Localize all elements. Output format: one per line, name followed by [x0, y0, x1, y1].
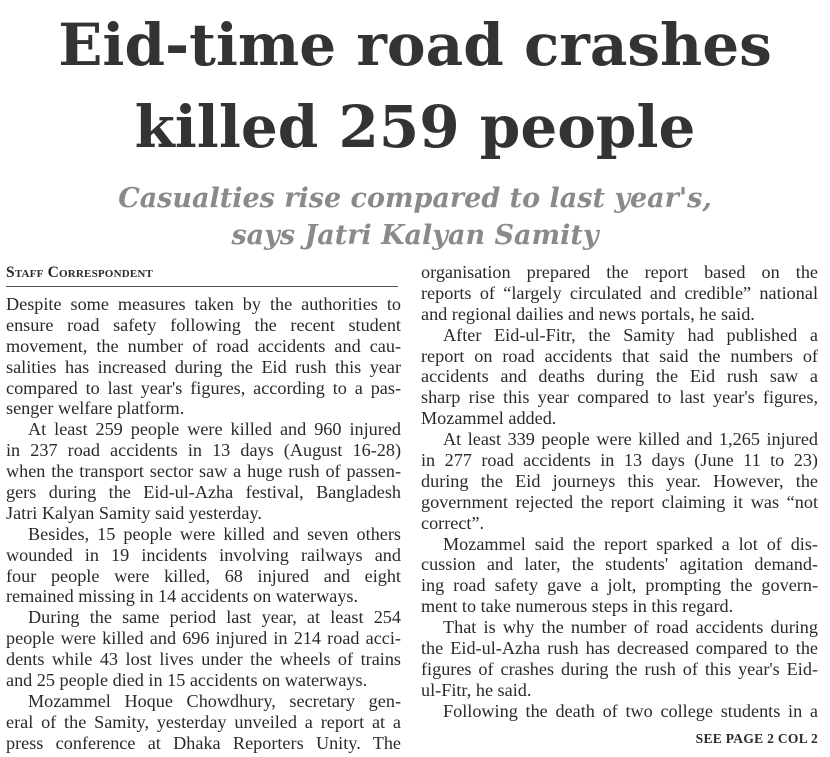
text-line: gers during the Eid-ul-Azha festival, Ba… — [6, 482, 401, 503]
paragraph: Besides, 15 people were killed and seven… — [6, 524, 401, 608]
text-line: reports of “largely circulated and credi… — [421, 282, 818, 303]
text-line: the Eid-ul-Azha rush has decreased compa… — [421, 638, 818, 659]
paragraph: Despite some measures taken by the autho… — [6, 294, 401, 419]
text-line: Mozammel Hoque Chowdhury, secretary gen- — [28, 690, 401, 711]
text-line: press conference at Dhaka Reporters Unit… — [6, 732, 401, 753]
text-line: compared to last year's figures, accordi… — [6, 377, 401, 398]
text-line: and regional dailies and news portals, h… — [421, 303, 755, 324]
text-line: figures of crashes during the rush of th… — [421, 658, 818, 679]
text-line: movement, the number of road accidents a… — [6, 335, 401, 356]
text-line: Despite some measures taken by the autho… — [6, 294, 401, 314]
text-line: Mozammel added. — [421, 408, 557, 429]
text-line: dents while 43 lost lives under the whee… — [6, 649, 401, 670]
text-line: ul-Fitr, he said. — [421, 679, 532, 700]
text-line: and 25 people died in 15 accidents on wa… — [6, 670, 368, 691]
text-line: After Eid-ul-Fitr, the Samity had publis… — [443, 324, 818, 345]
text-line: accidents and deaths during the Eid rush… — [421, 366, 818, 387]
paragraph: During the same period last year, at lea… — [6, 607, 401, 691]
text-line: That is why the number of road accidents… — [443, 617, 818, 638]
text-line: Jatri Kalyan Samity said yesterday. — [6, 502, 262, 523]
text-line: Besides, 15 people were killed and seven… — [28, 523, 401, 544]
text-line: salities has increased during the Eid ru… — [6, 356, 401, 377]
byline-divider — [6, 286, 398, 287]
subhead-line-2: says Jatri Kalyan Samity — [231, 220, 599, 251]
text-line: At least 259 people were killed and 960 … — [28, 419, 401, 440]
byline: Staff Correspondent — [6, 264, 154, 281]
subheadline: Casualties rise compared to last year's,… — [0, 180, 830, 254]
paragraph: Mozammel said the report sparked a lot o… — [421, 534, 818, 618]
paragraph: That is why the number of road accidents… — [421, 617, 818, 701]
text-line: people were killed and 696 injured in 21… — [6, 628, 401, 649]
headline-line-1: Eid-time road crashes — [58, 11, 772, 79]
text-line: report on road accidents that said the n… — [421, 345, 818, 366]
text-line: correct”. — [421, 512, 485, 533]
text-line: At least 339 people were killed and 1,26… — [443, 429, 818, 450]
text-line: eral of the Samity, yesterday unveiled a… — [6, 711, 401, 732]
text-line: cussion and later, the students' agitati… — [421, 554, 818, 575]
headline-line-2: killed 259 people — [134, 93, 696, 161]
right-column-body: organisation prepared the report based o… — [421, 262, 818, 722]
text-line: during the Eid journeys this year. Howev… — [421, 470, 818, 491]
text-line: Mozammel said the report sparked a lot o… — [443, 533, 818, 554]
text-line: sharp rise this year compared to last ye… — [421, 387, 818, 408]
subhead-line-1: Casualties rise compared to last year's, — [118, 183, 712, 214]
text-line: organisation prepared the report based o… — [421, 262, 818, 282]
text-line: ing road safety gave a jolt, prompting t… — [421, 575, 818, 596]
text-line: in 237 road accidents in 13 days (August… — [6, 440, 401, 461]
paragraph: Mozammel Hoque Chowdhury, secretary gen-… — [6, 691, 401, 754]
continued-jump-line[interactable]: SEE PAGE 2 COL 2 — [695, 731, 818, 746]
text-line: senger welfare platform. — [6, 398, 185, 419]
text-line: ment to take numerous steps in this rega… — [421, 596, 734, 617]
paragraph: organisation prepared the report based o… — [421, 262, 818, 325]
text-line: wounded in 19 incidents involving railwa… — [6, 544, 401, 565]
paragraph: At least 259 people were killed and 960 … — [6, 419, 401, 523]
text-line: government rejected the report claiming … — [421, 491, 818, 512]
article-column-right: organisation prepared the report based o… — [421, 262, 818, 722]
text-line: four people were killed, 68 injured and … — [6, 565, 401, 586]
text-line: ensure road safety following the recent … — [6, 314, 401, 335]
paragraph: Following the death of two college stude… — [421, 701, 818, 722]
left-column-body: Despite some measures taken by the autho… — [6, 294, 401, 754]
text-line: During the same period last year, at lea… — [28, 607, 401, 628]
article-column-left: Staff Correspondent Despite some measure… — [6, 262, 401, 754]
paragraph: After Eid-ul-Fitr, the Samity had publis… — [421, 325, 818, 429]
text-line: when the transport sector saw a huge rus… — [6, 461, 401, 482]
paragraph: At least 339 people were killed and 1,26… — [421, 429, 818, 533]
text-line: in 277 road accidents in 13 days (June 1… — [421, 450, 818, 471]
text-line: Following the death of two college stude… — [443, 700, 818, 721]
text-line: remained missing in 14 accidents on wate… — [6, 586, 359, 607]
headline: Eid-time road crashes killed 259 people — [0, 4, 830, 168]
